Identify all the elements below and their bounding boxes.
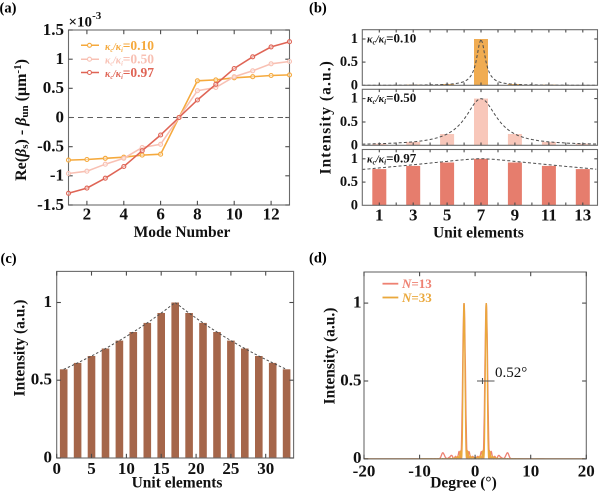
svg-text:12: 12 bbox=[263, 205, 280, 224]
svg-text:20: 20 bbox=[188, 459, 205, 478]
svg-text:0: 0 bbox=[44, 447, 53, 466]
svg-text:κc/κi=0.97: κc/κi=0.97 bbox=[105, 65, 154, 81]
svg-text:10: 10 bbox=[226, 205, 243, 224]
svg-text:-1: -1 bbox=[50, 166, 64, 185]
svg-text:0: 0 bbox=[351, 77, 358, 93]
svg-text:20: 20 bbox=[578, 462, 595, 481]
svg-text:(c): (c) bbox=[1, 251, 17, 267]
svg-text:0: 0 bbox=[351, 197, 358, 213]
svg-text:0.5: 0.5 bbox=[340, 54, 358, 70]
svg-text:Unit elements: Unit elements bbox=[433, 225, 524, 242]
svg-text:7: 7 bbox=[477, 206, 486, 225]
svg-text:1: 1 bbox=[351, 151, 358, 167]
svg-text:Intensity (a.u.): Intensity (a.u.) bbox=[12, 300, 29, 397]
svg-text:13: 13 bbox=[574, 206, 591, 225]
svg-text:-10: -10 bbox=[408, 462, 431, 481]
svg-text:8: 8 bbox=[193, 205, 202, 224]
svg-text:0: 0 bbox=[56, 107, 65, 126]
svg-text:1: 1 bbox=[375, 206, 384, 225]
svg-text:1.5: 1.5 bbox=[43, 20, 64, 39]
svg-text:1: 1 bbox=[353, 292, 362, 311]
svg-text:N=33: N=33 bbox=[401, 290, 432, 305]
svg-text:9: 9 bbox=[511, 206, 520, 225]
svg-text:1: 1 bbox=[44, 292, 53, 311]
svg-text:-0.5: -0.5 bbox=[37, 137, 64, 156]
svg-text:11: 11 bbox=[541, 206, 557, 225]
svg-text:Re(βs) - βun (μm-1): Re(βs) - βun (μm-1) bbox=[12, 59, 31, 181]
svg-text:(d): (d) bbox=[309, 251, 327, 267]
svg-text:(a): (a) bbox=[0, 1, 17, 17]
svg-text:0.5: 0.5 bbox=[340, 114, 358, 130]
svg-text:0.5: 0.5 bbox=[31, 370, 52, 389]
svg-text:4: 4 bbox=[120, 205, 129, 224]
svg-text:1: 1 bbox=[351, 91, 358, 107]
svg-text:0: 0 bbox=[52, 459, 61, 478]
svg-text:0: 0 bbox=[471, 462, 480, 481]
svg-text:κc/κi=0.50: κc/κi=0.50 bbox=[367, 90, 416, 106]
svg-text:Mode Number: Mode Number bbox=[134, 224, 231, 241]
svg-text:5: 5 bbox=[443, 206, 452, 225]
svg-text:Intensity (a.u.): Intensity (a.u.) bbox=[318, 60, 335, 174]
svg-text:0.5: 0.5 bbox=[43, 78, 64, 97]
svg-text:κc/κi=0.97: κc/κi=0.97 bbox=[367, 150, 417, 166]
svg-text:1: 1 bbox=[56, 49, 65, 68]
svg-text:κc/κi=0.10: κc/κi=0.10 bbox=[367, 31, 416, 47]
svg-text:-20: -20 bbox=[353, 462, 376, 481]
svg-text:Degree (°): Degree (°) bbox=[430, 475, 497, 491]
svg-text:10: 10 bbox=[522, 462, 539, 481]
svg-text:6: 6 bbox=[156, 205, 165, 224]
svg-text:5: 5 bbox=[87, 459, 96, 478]
svg-text:κc/κi=0.10: κc/κi=0.10 bbox=[105, 38, 154, 54]
svg-text:0.5: 0.5 bbox=[340, 370, 361, 389]
svg-text:κc/κi=0.50: κc/κi=0.50 bbox=[105, 52, 154, 68]
svg-text:3: 3 bbox=[409, 206, 418, 225]
svg-text:10: 10 bbox=[118, 459, 135, 478]
svg-text:1: 1 bbox=[351, 31, 358, 47]
svg-text:N=13: N=13 bbox=[401, 276, 432, 291]
svg-text:Unit elements: Unit elements bbox=[132, 475, 223, 491]
svg-text:(b): (b) bbox=[309, 1, 327, 17]
svg-text:0: 0 bbox=[353, 448, 362, 467]
svg-text:0.5: 0.5 bbox=[340, 174, 358, 190]
svg-text:25: 25 bbox=[222, 459, 239, 478]
svg-text:0.52°: 0.52° bbox=[495, 365, 527, 381]
svg-text:-1.5: -1.5 bbox=[37, 195, 64, 214]
svg-text:2: 2 bbox=[83, 205, 92, 224]
svg-text:0: 0 bbox=[351, 137, 358, 153]
svg-text:Intensity (a.u.): Intensity (a.u.) bbox=[322, 308, 339, 405]
svg-text:30: 30 bbox=[257, 459, 274, 478]
svg-text:15: 15 bbox=[153, 459, 170, 478]
